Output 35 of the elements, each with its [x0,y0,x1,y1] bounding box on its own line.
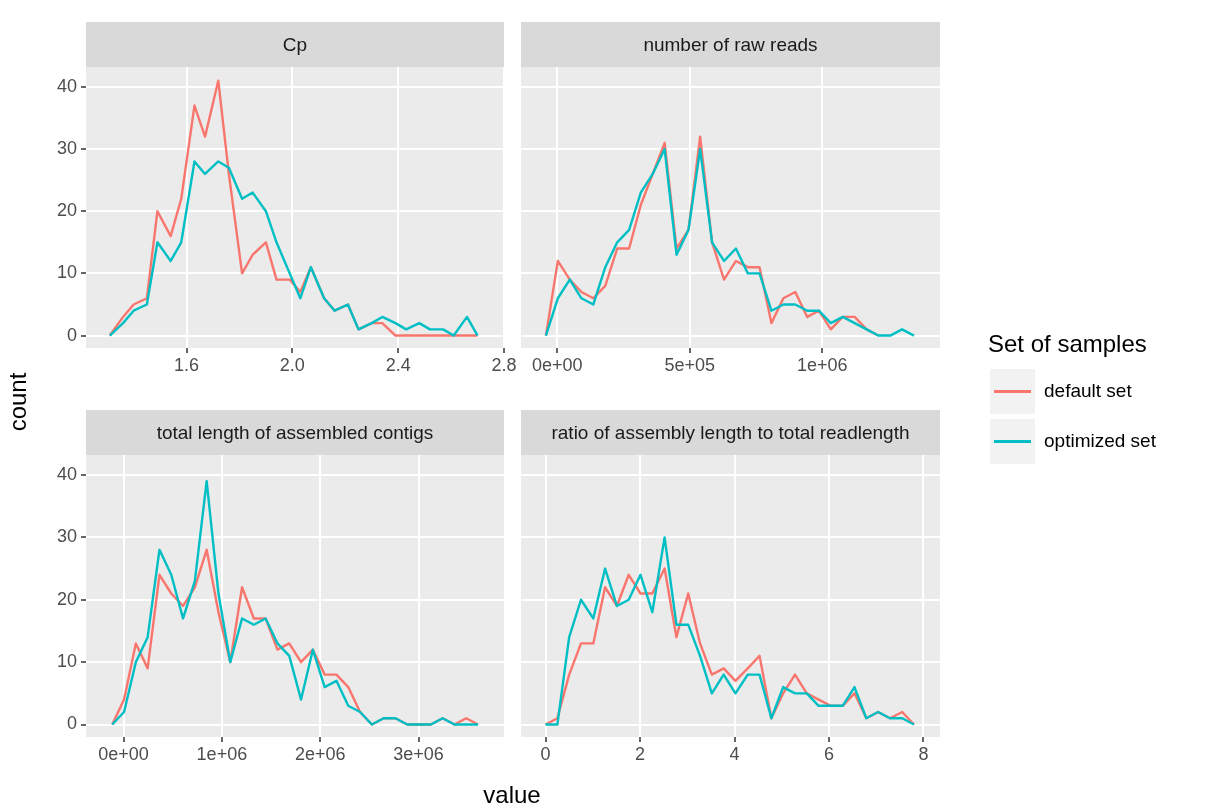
legend-label: default set [1044,380,1132,402]
x-tick-label: 8 [918,743,929,764]
chart-title: Cp [86,22,504,67]
chart-title: number of raw reads [521,22,940,67]
x-tick-label: 1e+06 [797,354,848,375]
chart-title: total length of assembled contigs [86,410,504,455]
x-tick-label: 2e+06 [294,743,346,764]
x-tick-label: 1.6 [174,354,200,375]
x-tick-label: 4 [729,743,740,764]
y-tick-label: 0 [66,713,77,734]
y-tick-label: 30 [56,138,77,159]
x-tick-label: 3e+06 [393,743,444,764]
x-tick-label: 0e+00 [98,743,149,764]
y-tick-label: 10 [56,651,77,672]
x-tick-label: 2.0 [279,354,305,375]
x-tick-label: 0e+00 [532,354,583,375]
y-tick-label: 40 [56,75,77,96]
x-tick-label: 0 [540,743,551,764]
chart-title: ratio of assembly length to total readlength [521,410,940,455]
y-axis-title: count [4,372,32,432]
x-tick-label: 2 [635,743,646,764]
y-tick-label: 20 [56,588,77,609]
y-tick-label: 20 [56,200,77,221]
y-tick-label: 0 [66,324,77,345]
y-tick-label: 10 [56,262,77,283]
x-tick-label: 6 [823,743,834,764]
x-axis-title: value [483,781,541,809]
legend-label: optimized set [1044,430,1156,452]
x-tick-label: 5e+05 [664,354,716,375]
y-tick-label: 30 [56,526,77,547]
y-tick-label: 40 [56,463,77,484]
x-tick-label: 2.8 [491,354,517,375]
x-tick-label: 1e+06 [196,743,248,764]
x-tick-label: 2.4 [385,354,411,375]
legend-title: Set of samples [988,330,1148,358]
